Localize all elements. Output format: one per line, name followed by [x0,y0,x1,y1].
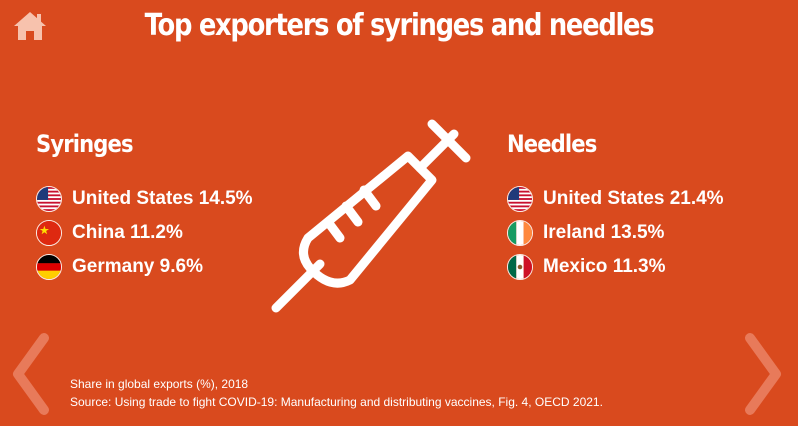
syringes-item-label: Germany 9.6% [72,256,203,277]
list-item: United States 21.4% [507,182,724,216]
syringes-heading: Syringes [36,130,134,158]
footer-note: Share in global exports (%), 2018 [70,377,249,391]
syringes-item-label: United States 14.5% [72,188,253,209]
list-item: Ireland 13.5% [507,216,724,250]
list-item: Mexico 11.3% [507,250,724,284]
syringes-column: Syringes United States 14.5% China [36,130,253,284]
list-item: China 11.2% [36,216,253,250]
needles-item-label: Mexico 11.3% [543,256,666,277]
chevron-right-icon[interactable] [742,332,786,416]
syringe-icon [271,119,471,313]
footer-source: Source: Using trade to fight COVID-19: M… [70,395,603,409]
needles-item-label: United States 21.4% [543,188,724,209]
needles-column: Needles United States 21.4% [507,130,724,284]
germany-flag-icon [36,254,62,280]
china-flag-icon [36,220,62,246]
list-item: United States 14.5% [36,182,253,216]
mexico-flag-icon [507,254,533,280]
syringes-item-label: China 11.2% [72,222,183,243]
us-flag-icon [507,186,533,212]
ireland-flag-icon [507,220,533,246]
list-item: Germany 9.6% [36,250,253,284]
page-title: Top exporters of syringes and needles [144,8,655,43]
footer: Share in global exports (%), 2018 Source… [70,375,603,411]
us-flag-icon [36,186,62,212]
chevron-left-icon[interactable] [8,332,52,416]
needles-item-label: Ireland 13.5% [543,222,665,243]
needles-heading: Needles [507,130,597,158]
home-icon[interactable] [12,10,48,42]
